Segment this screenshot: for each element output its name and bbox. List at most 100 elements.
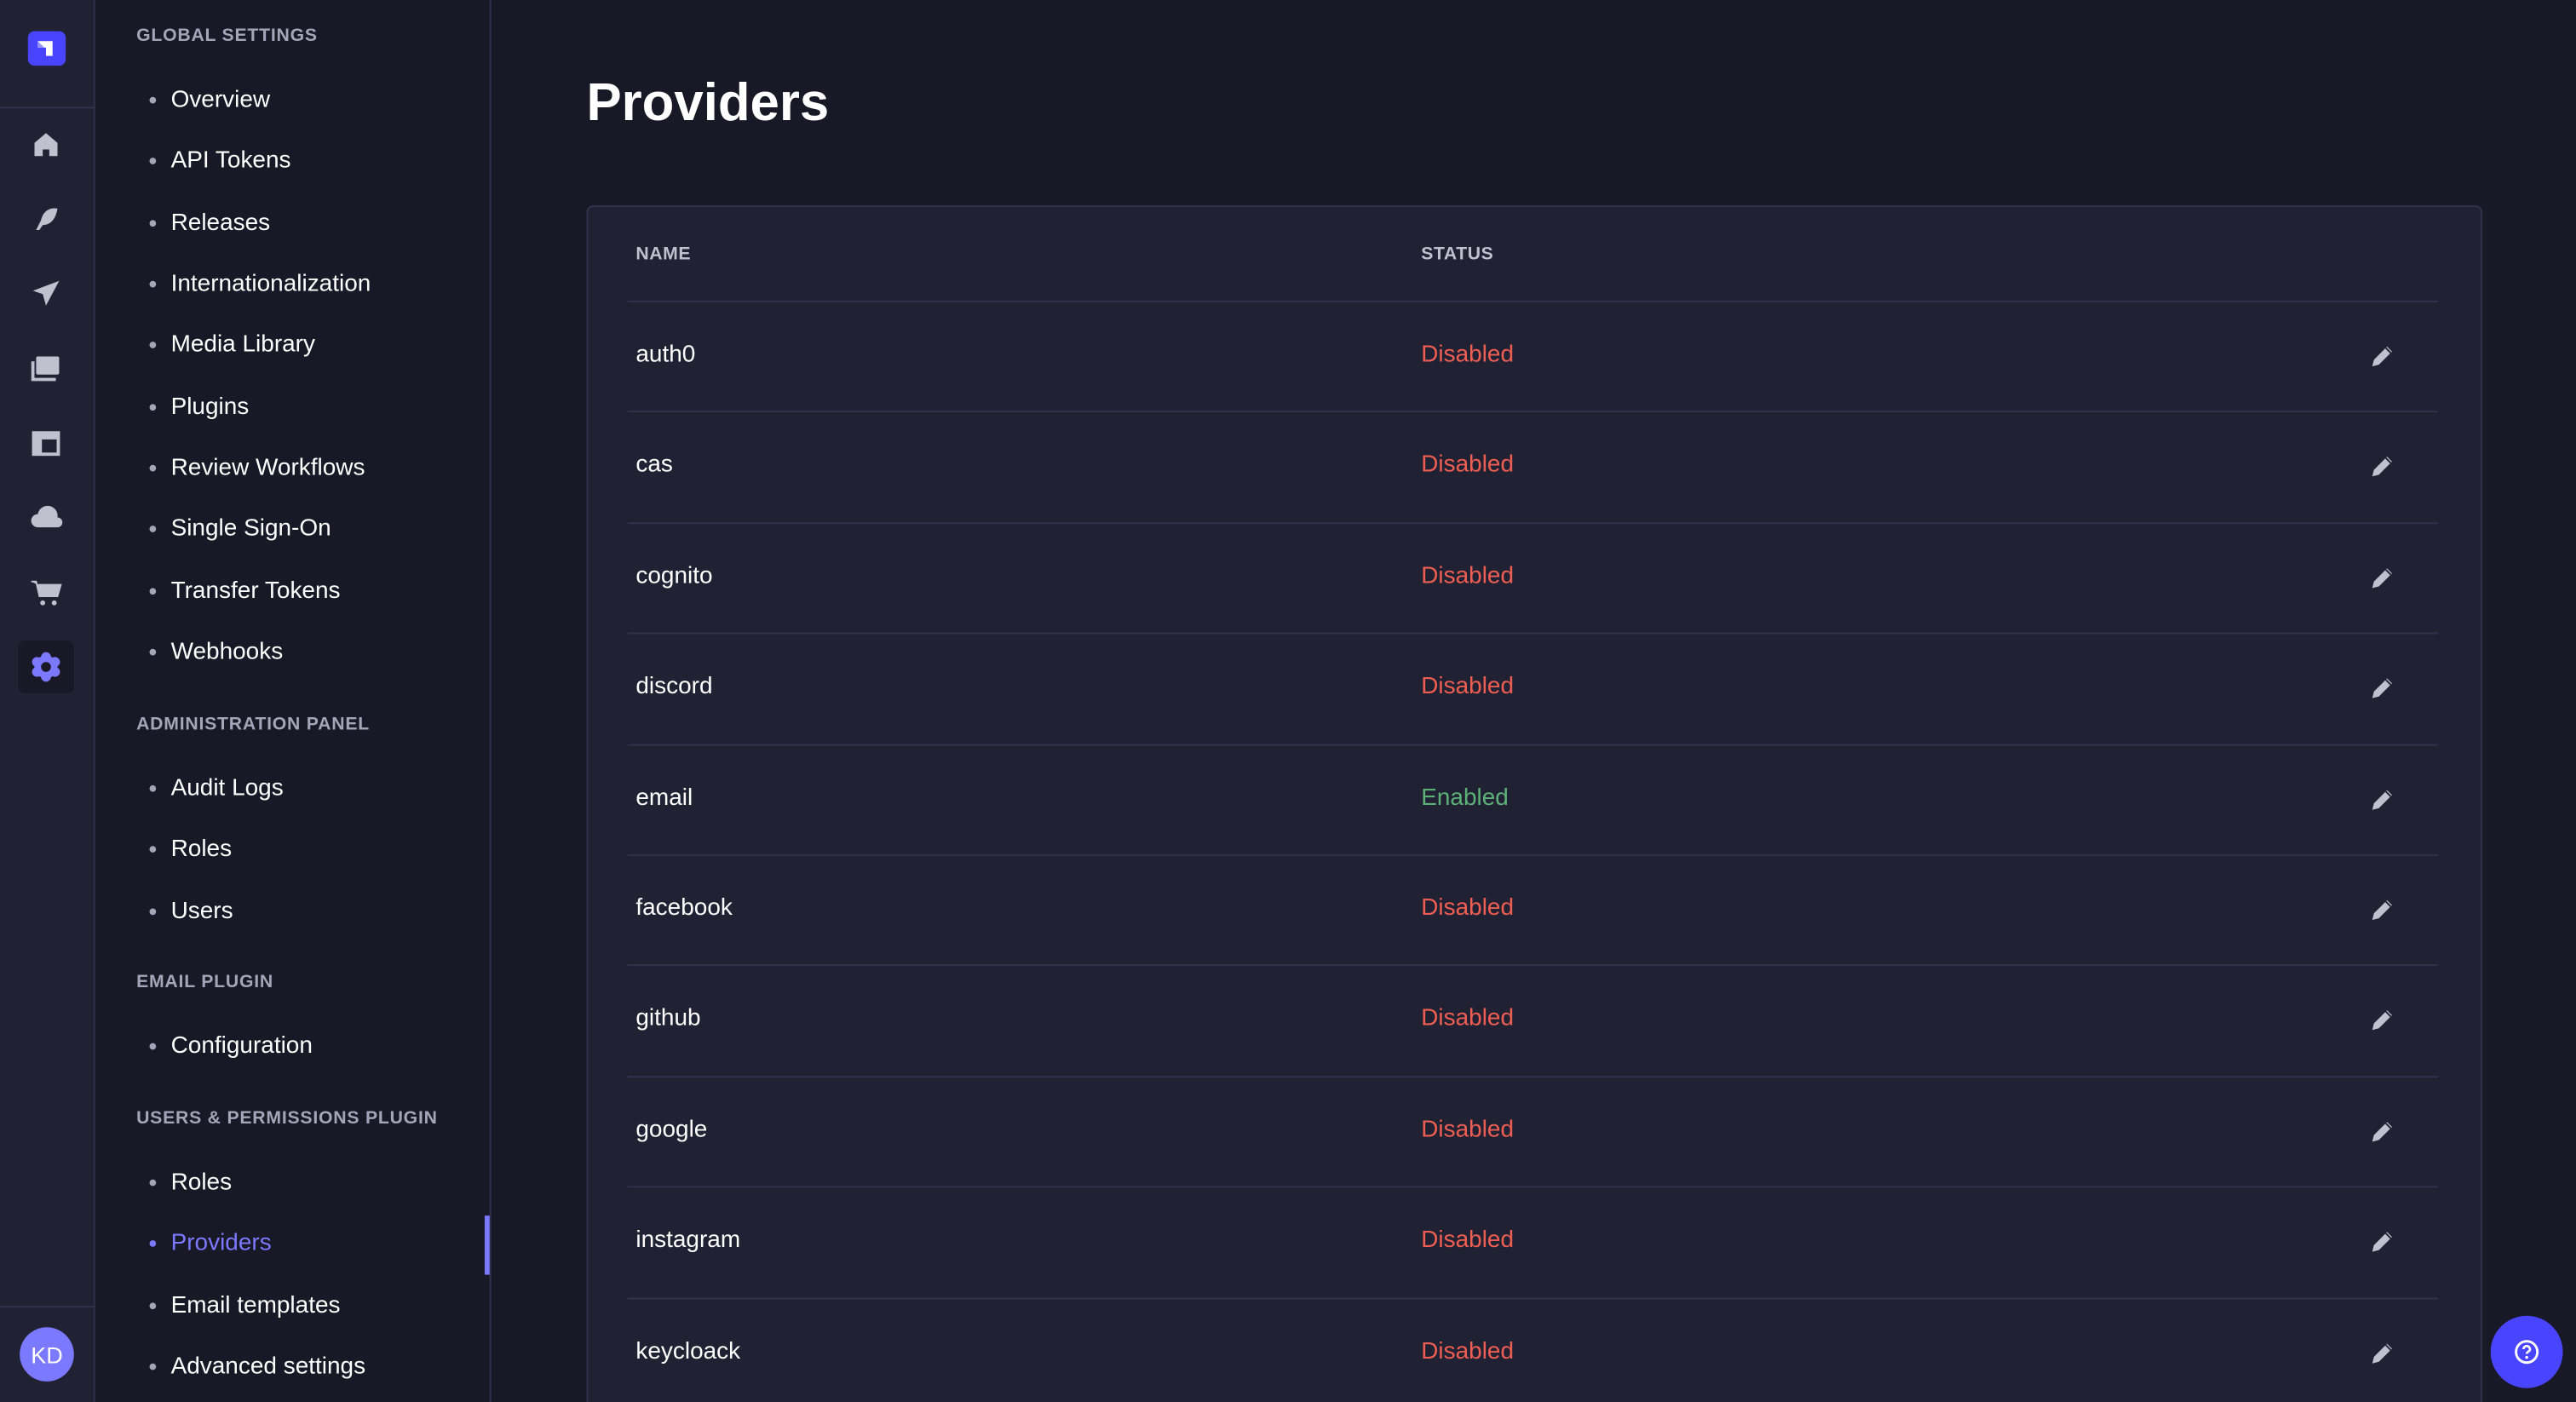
provider-name: email: [635, 784, 693, 811]
table-row[interactable]: google Disabled: [627, 1075, 2438, 1187]
provider-name: github: [635, 1006, 701, 1032]
provider-name: google: [635, 1117, 708, 1143]
item-label: Releases: [170, 210, 271, 237]
user-avatar[interactable]: KD: [20, 1327, 74, 1382]
item-label: Users: [170, 898, 233, 925]
subnav-item-review-workflows[interactable]: Review Workflows: [149, 455, 365, 481]
settings-subnav: GLOBAL SETTINGS Overview API Tokens Rele…: [95, 0, 492, 1402]
status-label: Disabled: [1421, 452, 1515, 479]
table-row[interactable]: facebook Disabled: [627, 853, 2438, 966]
subnav-item-api-tokens[interactable]: API Tokens: [149, 147, 291, 175]
status-label: Disabled: [1421, 1006, 1515, 1032]
pencil-icon[interactable]: [2369, 1118, 2395, 1145]
subnav-item-plugins[interactable]: Plugins: [149, 394, 249, 421]
table-row[interactable]: discord Disabled: [627, 632, 2438, 744]
status-label: Disabled: [1421, 1117, 1515, 1143]
table-row[interactable]: auth0 Disabled: [627, 300, 2438, 412]
home-icon[interactable]: [18, 118, 74, 171]
status-label: Disabled: [1421, 674, 1515, 700]
subnav-item-sso[interactable]: Single Sign-On: [149, 515, 331, 543]
provider-name: auth0: [635, 342, 696, 368]
pencil-icon[interactable]: [2369, 897, 2395, 923]
pencil-icon[interactable]: [2369, 1008, 2395, 1034]
send-icon[interactable]: [18, 267, 74, 320]
divider: [0, 106, 94, 109]
item-label: Email templates: [170, 1292, 341, 1319]
main-nav-rail: KD: [0, 0, 95, 1402]
strapi-logo[interactable]: [27, 31, 66, 66]
item-label: Review Workflows: [170, 455, 365, 482]
pencil-icon[interactable]: [2369, 454, 2395, 480]
status-label: Disabled: [1421, 342, 1515, 368]
provider-name: keycloack: [635, 1338, 741, 1365]
section-title: USERS & PERMISSIONS PLUGIN: [136, 1108, 438, 1129]
media-icon[interactable]: [18, 342, 74, 394]
settings-icon[interactable]: [18, 641, 74, 693]
pencil-icon[interactable]: [2369, 675, 2395, 702]
subnav-item-users[interactable]: Users: [149, 899, 233, 925]
status-label: Enabled: [1421, 784, 1509, 811]
section-title: GLOBAL SETTINGS: [136, 26, 318, 46]
item-label: API Tokens: [170, 147, 291, 175]
subnav-item-email-templates[interactable]: Email templates: [149, 1292, 341, 1319]
pencil-icon[interactable]: [2369, 343, 2395, 370]
pencil-icon[interactable]: [2369, 1340, 2395, 1366]
feather-icon[interactable]: [18, 192, 74, 245]
item-label: Audit Logs: [170, 775, 284, 802]
status-label: Disabled: [1421, 1338, 1515, 1365]
provider-name: cognito: [635, 563, 713, 589]
item-label: Plugins: [170, 394, 250, 421]
item-label: Advanced settings: [170, 1353, 366, 1380]
provider-name: discord: [635, 674, 713, 700]
subnav-item-internationalization[interactable]: Internationalization: [149, 271, 371, 297]
provider-name: cas: [635, 452, 673, 479]
subnav-item-transfer-tokens[interactable]: Transfer Tokens: [149, 577, 341, 605]
divider: [0, 1306, 94, 1308]
provider-name: facebook: [635, 895, 733, 922]
table-row[interactable]: cas Disabled: [627, 411, 2438, 523]
subnav-item-audit-logs[interactable]: Audit Logs: [149, 775, 284, 802]
subnav-item-overview[interactable]: Overview: [149, 87, 270, 113]
pencil-icon[interactable]: [2369, 1229, 2395, 1255]
providers-table: NAME STATUS auth0 Disabled cas Disabled cogn…: [586, 205, 2483, 1402]
item-label: Single Sign-On: [170, 515, 331, 543]
status-label: Disabled: [1421, 563, 1515, 589]
subnav-item-up-roles[interactable]: Roles: [149, 1169, 232, 1196]
cloud-icon[interactable]: [18, 491, 74, 544]
item-label: Transfer Tokens: [170, 577, 341, 605]
status-label: Disabled: [1421, 1227, 1515, 1254]
table-row[interactable]: cognito Disabled: [627, 521, 2438, 634]
item-label: Media Library: [170, 331, 315, 359]
subnav-item-media-library[interactable]: Media Library: [149, 331, 315, 359]
subnav-item-advanced-settings[interactable]: Advanced settings: [149, 1353, 365, 1380]
provider-name: instagram: [635, 1227, 741, 1254]
layout-icon[interactable]: [18, 417, 74, 470]
pencil-icon[interactable]: [2369, 565, 2395, 591]
table-row[interactable]: github Disabled: [627, 964, 2438, 1077]
item-label: Webhooks: [170, 639, 284, 666]
item-label: Overview: [170, 87, 271, 114]
item-label: Providers: [170, 1230, 272, 1257]
section-title: EMAIL PLUGIN: [136, 972, 273, 992]
active-indicator: [484, 1215, 490, 1275]
page-title: Providers: [586, 72, 830, 132]
table-row[interactable]: email Enabled: [627, 743, 2438, 855]
subnav-item-admin-roles[interactable]: Roles: [149, 836, 232, 862]
item-label: Configuration: [170, 1033, 313, 1060]
item-label: Roles: [170, 1169, 233, 1196]
column-header-name: NAME: [635, 244, 692, 265]
section-title: ADMINISTRATION PANEL: [136, 714, 370, 735]
pencil-icon[interactable]: [2369, 786, 2395, 813]
item-label: Internationalization: [170, 271, 371, 298]
subnav-item-providers[interactable]: Providers: [149, 1230, 272, 1257]
status-label: Disabled: [1421, 895, 1515, 922]
subnav-item-releases[interactable]: Releases: [149, 210, 270, 237]
column-header-status: STATUS: [1421, 244, 1494, 265]
table-row[interactable]: instagram Disabled: [627, 1186, 2438, 1298]
help-icon: [2515, 1340, 2539, 1365]
subnav-item-webhooks[interactable]: Webhooks: [149, 639, 283, 665]
cart-icon[interactable]: [18, 566, 74, 619]
subnav-item-configuration[interactable]: Configuration: [149, 1033, 313, 1060]
table-row[interactable]: keycloack Disabled: [627, 1296, 2438, 1402]
help-button[interactable]: [2490, 1315, 2563, 1388]
